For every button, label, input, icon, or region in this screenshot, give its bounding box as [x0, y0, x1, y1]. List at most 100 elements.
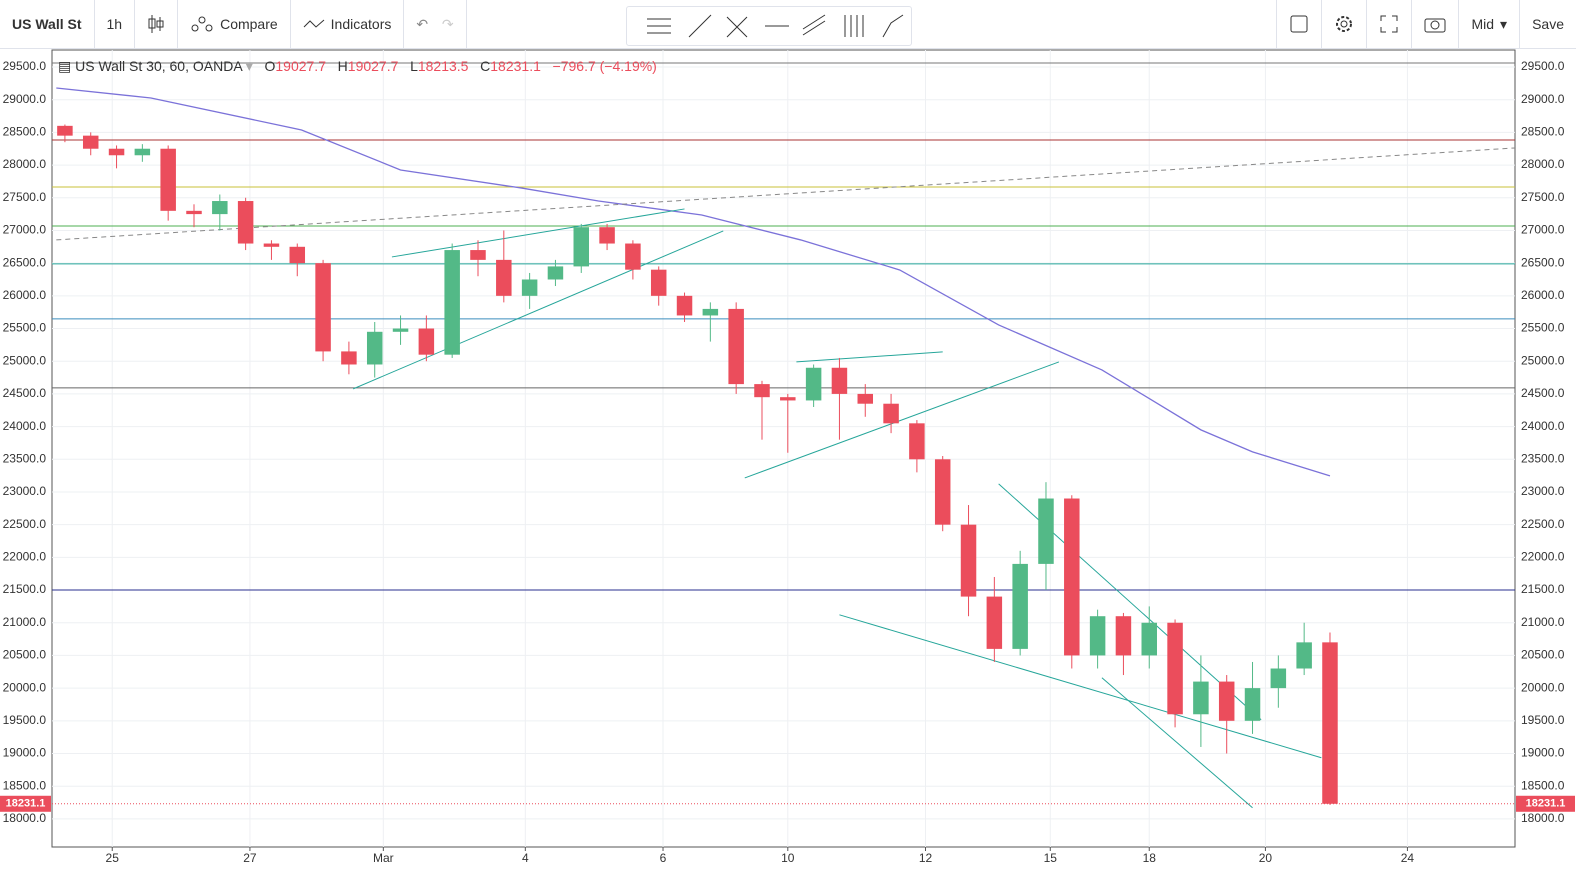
- candle-body: [315, 263, 331, 352]
- y-tick-label-left: 19000.0: [3, 746, 47, 760]
- undo-redo[interactable]: ↶ ↷: [404, 0, 467, 48]
- symbol: US Wall St: [12, 16, 82, 32]
- toolbar: US Wall St 1h Compare Indicators ↶ ↷ Mid…: [0, 0, 1576, 49]
- y-tick-label-left: 20500.0: [3, 648, 47, 662]
- open-value: 19027.7: [275, 58, 326, 74]
- price-source: Mid: [1471, 16, 1495, 32]
- chart-type-button[interactable]: [135, 0, 179, 48]
- tool-fib[interactable]: [844, 15, 864, 37]
- candle-body: [212, 201, 228, 215]
- tool-lines[interactable]: [647, 18, 671, 34]
- symbol-button[interactable]: US Wall St: [0, 0, 95, 48]
- candle-icon: [148, 15, 164, 33]
- trend-line: [744, 361, 1060, 479]
- candle-body: [1244, 688, 1261, 721]
- compare: Compare: [220, 16, 278, 32]
- y-tick-label-right: 18000.0: [1521, 811, 1565, 825]
- moving-average: [56, 87, 1331, 477]
- candle-body: [1115, 616, 1132, 656]
- candle-body: [909, 423, 925, 460]
- price-source-button[interactable]: Mid ▾: [1459, 0, 1521, 48]
- tool-path[interactable]: [882, 14, 904, 38]
- price-tag: [1516, 795, 1575, 812]
- candle-body: [496, 259, 512, 296]
- y-tick-label-left: 18000.0: [3, 811, 47, 825]
- y-tick-label-left: 24000.0: [3, 419, 47, 433]
- candle-body: [547, 266, 564, 280]
- save-button[interactable]: Save: [1520, 0, 1576, 48]
- candle-body: [960, 524, 977, 597]
- legend-symbol: US Wall St 30, 60, OANDA: [75, 58, 242, 74]
- candle-body: [366, 331, 383, 365]
- l-label: L: [410, 58, 418, 74]
- legend: ▤ US Wall St 30, 60, OANDA ▾ O19027.7 H1…: [58, 58, 657, 74]
- candle-body: [82, 135, 99, 149]
- candle-body: [573, 227, 590, 267]
- tool-pitchfork[interactable]: [726, 16, 748, 38]
- candle-body: [418, 328, 435, 355]
- y-tick-label-left: 23000.0: [3, 484, 47, 498]
- low-value: 18213.5: [417, 58, 469, 74]
- y-tick-label-left: 29000.0: [3, 92, 47, 106]
- y-tick-label-right: 21000.0: [1521, 615, 1565, 629]
- x-tick-label: 10: [781, 851, 795, 865]
- y-tick-label-right: 23000.0: [1521, 484, 1565, 498]
- trend-line: [56, 147, 1516, 241]
- y-tick-label-right: 27500.0: [1521, 190, 1565, 204]
- candle-body: [625, 243, 641, 270]
- candle-body: [676, 295, 693, 316]
- indicators: Indicators: [330, 16, 392, 32]
- tool-trend[interactable]: [688, 14, 712, 38]
- fullscreen-button[interactable]: [1367, 0, 1413, 48]
- y-tick-label-right: 21500.0: [1521, 582, 1565, 596]
- compare-button[interactable]: Compare: [178, 0, 291, 48]
- candle-body: [1089, 616, 1106, 656]
- y-tick-label-right: 23500.0: [1521, 451, 1565, 465]
- candle-body: [986, 596, 1003, 649]
- settings-button[interactable]: [1322, 0, 1368, 48]
- y-tick-label-left: 27500.0: [3, 190, 47, 204]
- y-tick-label-left: 21500.0: [3, 582, 47, 596]
- candle-body: [883, 403, 899, 424]
- candle-body: [160, 148, 176, 211]
- tool-channel[interactable]: [802, 14, 826, 36]
- y-tick-label-left: 20000.0: [3, 680, 47, 694]
- y-tick-label-right: 24000.0: [1521, 419, 1565, 433]
- y-tick-label-left: 23500.0: [3, 451, 47, 465]
- x-tick-label: 20: [1259, 851, 1273, 865]
- y-tick-label-left: 22000.0: [3, 550, 47, 564]
- layout-icon: [1290, 15, 1308, 33]
- candle-body: [805, 367, 822, 401]
- y-tick-label-left: 26500.0: [3, 255, 47, 269]
- candle-body: [934, 459, 951, 525]
- candle-body: [599, 227, 615, 244]
- y-tick-label-left: 19500.0: [3, 713, 47, 727]
- layout-button[interactable]: [1276, 0, 1323, 48]
- settings-icon: [1336, 16, 1353, 32]
- candle-body: [1193, 681, 1209, 715]
- candle-body: [134, 148, 151, 156]
- candle-body: [263, 243, 280, 247]
- x-tick-label: 4: [522, 851, 529, 865]
- price-tag-label: 18231.1: [1526, 798, 1566, 810]
- candle-body: [444, 250, 460, 355]
- indicators-button[interactable]: Indicators: [291, 0, 405, 48]
- candle-body: [1218, 681, 1235, 721]
- interval: 1h: [106, 16, 123, 32]
- candle-body: [650, 269, 667, 296]
- x-tick-label: 6: [660, 851, 667, 865]
- candle-body: [1141, 622, 1157, 656]
- save: Save: [1532, 16, 1564, 32]
- snapshot-button[interactable]: [1412, 0, 1460, 48]
- x-tick-label: 18: [1143, 851, 1157, 865]
- candle-body: [1064, 498, 1080, 656]
- y-tick-label-right: 28000.0: [1521, 157, 1565, 171]
- y-tick-label-right: 22500.0: [1521, 517, 1565, 531]
- candle-body: [521, 279, 538, 296]
- price-tag: [0, 795, 51, 812]
- candle-body: [1322, 642, 1338, 804]
- trend-line: [353, 230, 724, 390]
- y-tick-label-left: 26000.0: [3, 288, 47, 302]
- interval-button[interactable]: 1h: [95, 0, 136, 48]
- indicators-icon: [303, 19, 325, 28]
